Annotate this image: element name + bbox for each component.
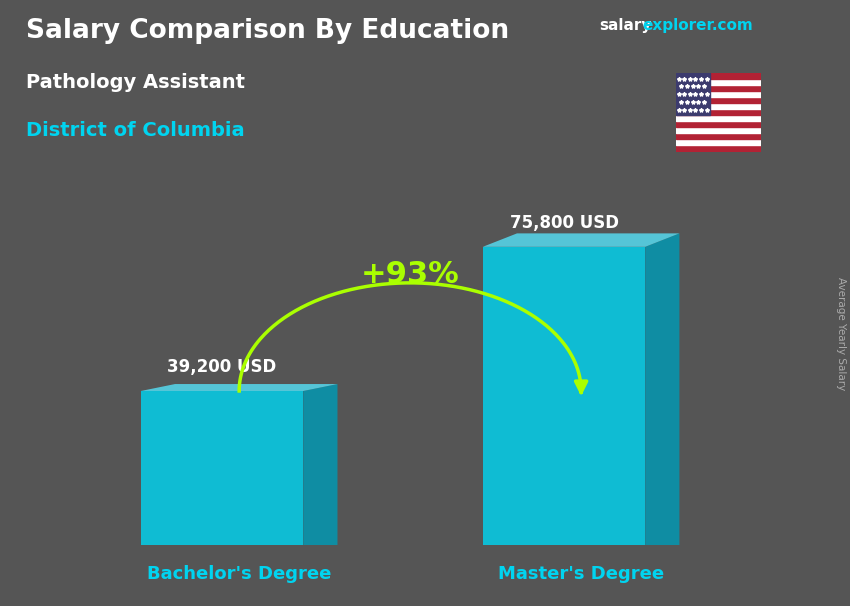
Bar <box>676 73 710 115</box>
Text: salary: salary <box>599 18 652 33</box>
Polygon shape <box>483 247 645 545</box>
Bar <box>676 91 761 97</box>
Polygon shape <box>141 391 303 545</box>
Polygon shape <box>483 233 679 247</box>
Bar <box>676 109 761 115</box>
Text: Average Yearly Salary: Average Yearly Salary <box>836 277 846 390</box>
Text: District of Columbia: District of Columbia <box>26 121 244 140</box>
Text: 39,200 USD: 39,200 USD <box>167 358 277 376</box>
Text: 75,800 USD: 75,800 USD <box>509 214 619 232</box>
Bar <box>676 121 761 127</box>
Bar <box>676 103 761 109</box>
Text: explorer.com: explorer.com <box>643 18 753 33</box>
Text: Pathology Assistant: Pathology Assistant <box>26 73 245 92</box>
Polygon shape <box>141 384 337 391</box>
Bar <box>676 115 761 121</box>
Bar <box>676 139 761 145</box>
Bar <box>676 133 761 139</box>
Text: Salary Comparison By Education: Salary Comparison By Education <box>26 18 508 44</box>
Bar <box>676 85 761 91</box>
Bar <box>676 79 761 85</box>
Bar <box>676 73 761 79</box>
Text: +93%: +93% <box>360 261 460 290</box>
Text: Master's Degree: Master's Degree <box>498 565 664 583</box>
Text: Bachelor's Degree: Bachelor's Degree <box>147 565 332 583</box>
Bar <box>676 97 761 103</box>
Polygon shape <box>303 384 337 545</box>
Bar <box>676 127 761 133</box>
Bar <box>676 145 761 152</box>
Polygon shape <box>645 233 679 545</box>
